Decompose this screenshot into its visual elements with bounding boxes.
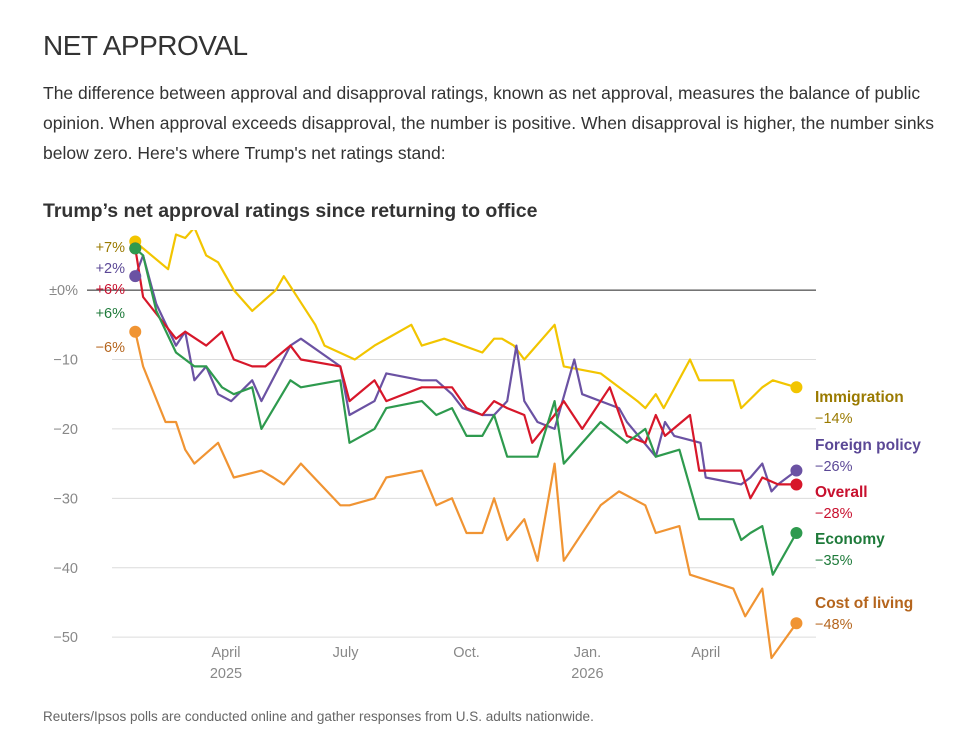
economy-line bbox=[134, 247, 798, 576]
foreign-policy-series-name: Foreign policy bbox=[815, 437, 921, 454]
x-tick-year-label: 2025 bbox=[210, 666, 242, 682]
series-lines bbox=[134, 230, 798, 660]
immigration-series-name: Immigration bbox=[815, 389, 904, 406]
economy-end-value: −35% bbox=[815, 553, 853, 569]
y-tick-label: −40 bbox=[53, 561, 78, 577]
economy-series-name: Economy bbox=[815, 531, 885, 548]
economy-start-label: +6% bbox=[96, 306, 126, 322]
immigration-end-value: −14% bbox=[815, 411, 853, 427]
x-tick-label: April bbox=[211, 645, 240, 661]
y-tick-label: −30 bbox=[53, 491, 78, 507]
y-tick-label: −10 bbox=[53, 352, 78, 368]
foreign-policy-end-value: −26% bbox=[815, 459, 853, 475]
cost-of-living-end-value: −48% bbox=[815, 617, 853, 633]
y-tick-label: ±0% bbox=[49, 283, 78, 299]
x-tick-label: Jan. bbox=[574, 645, 601, 661]
overall-start-label: +6% bbox=[96, 282, 126, 298]
foreign-policy-end-dot bbox=[790, 464, 803, 477]
chart-title: Trump’s net approval ratings since retur… bbox=[43, 200, 538, 222]
y-tick-label: −20 bbox=[53, 422, 78, 438]
series-endpoints bbox=[129, 235, 803, 630]
y-tick-label: −50 bbox=[53, 630, 78, 646]
x-tick-label: Oct. bbox=[453, 645, 480, 661]
x-tick-label: July bbox=[333, 645, 360, 661]
immigration-line bbox=[134, 230, 798, 410]
cost-of-living-series-name: Cost of living bbox=[815, 595, 913, 612]
economy-end-dot bbox=[790, 527, 803, 540]
cost-of-living-line bbox=[134, 330, 798, 660]
series-labels: +7% Immigration −14% +2% Foreign policy −26% +… bbox=[96, 240, 922, 633]
cost-of-living-end-dot bbox=[790, 617, 803, 630]
overall-end-dot bbox=[790, 478, 803, 491]
cost-of-living-start-label: −6% bbox=[96, 340, 126, 356]
source-note: Reuters/Ipsos polls are conducted online… bbox=[43, 709, 594, 724]
overall-series-name: Overall bbox=[815, 484, 868, 501]
x-axis-ticks: April 2025 July Oct. Jan. 2026 April bbox=[210, 645, 720, 682]
net-approval-line-chart: ±0% −10 −20 −30 −40 −50 April 2025 July Oct. Jan.… bbox=[49, 230, 922, 682]
x-tick-label: April bbox=[691, 645, 720, 661]
overall-line bbox=[134, 247, 798, 500]
section-title: NET APPROVAL bbox=[43, 30, 248, 61]
overall-end-value: −28% bbox=[815, 506, 853, 522]
x-tick-year-label: 2026 bbox=[571, 666, 603, 682]
y-axis-ticks: ±0% −10 −20 −30 −40 −50 bbox=[49, 283, 78, 646]
immigration-start-label: +7% bbox=[96, 240, 126, 256]
intro-paragraph: The difference between approval and disa… bbox=[43, 83, 935, 163]
foreign-policy-start-dot bbox=[129, 270, 142, 283]
immigration-end-dot bbox=[790, 381, 803, 394]
foreign-policy-start-label: +2% bbox=[96, 261, 126, 277]
economy-start-dot bbox=[129, 242, 142, 255]
cost-of-living-start-dot bbox=[129, 325, 142, 338]
